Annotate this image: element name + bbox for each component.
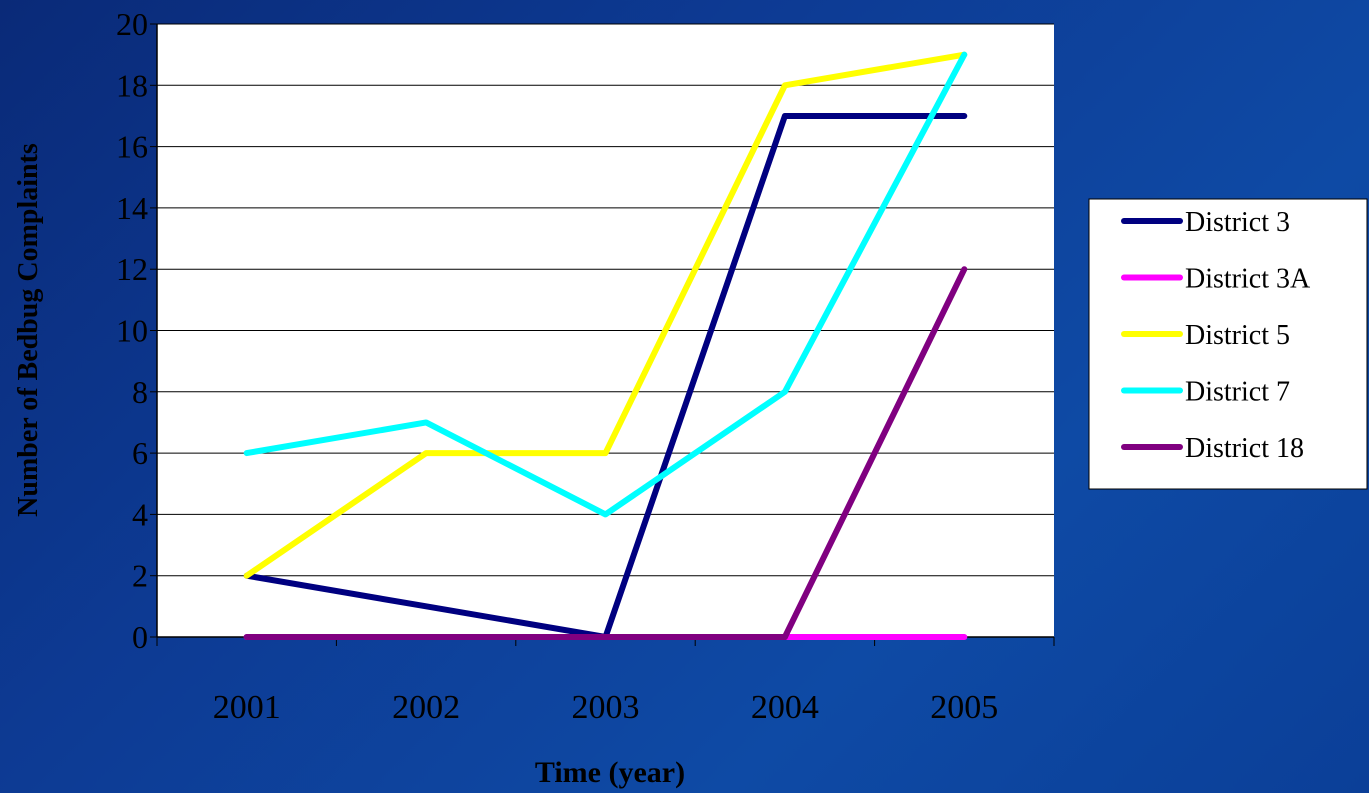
legend-label: District 3 [1185, 207, 1290, 238]
x-tick-label: 2001 [213, 689, 281, 726]
y-tick-label: 12 [116, 251, 148, 287]
y-tick-label: 18 [116, 67, 148, 103]
y-tick-label: 10 [116, 313, 148, 349]
axes: 0 2 4 6 8 10 12 14 16 18 20 2001 2002 2003 2004 2005 [116, 6, 1055, 726]
x-tick-label: 2005 [930, 689, 998, 726]
legend-box [1088, 198, 1368, 490]
legend-label: District 5 [1185, 320, 1290, 351]
y-tick-label: 0 [132, 619, 148, 655]
legend-label: District 18 [1185, 433, 1304, 464]
y-tick-label: 14 [116, 190, 148, 226]
y-tick-label: 16 [116, 129, 148, 165]
legend-label: District 7 [1185, 377, 1290, 408]
x-tick-label: 2004 [751, 689, 819, 726]
series-line-district-18 [243, 266, 968, 640]
y-tick-label: 20 [116, 6, 148, 42]
y-axis-label: Number of Bedbug Complaints [13, 143, 44, 517]
series-line-district-5 [243, 51, 968, 579]
y-tick-label: 4 [132, 496, 148, 532]
y-tick-label: 8 [132, 374, 148, 410]
x-tick-label: 2002 [392, 689, 460, 726]
y-tick-label: 6 [132, 435, 148, 471]
series-line-district-7 [243, 51, 968, 518]
x-axis-label: Time (year) [535, 756, 685, 789]
series-lines [243, 51, 968, 640]
x-tick-label: 2003 [572, 689, 640, 726]
legend: District 3 District 3A District 5 District … [1088, 198, 1368, 490]
y-tick-label: 2 [132, 558, 148, 594]
legend-label: District 3A [1185, 264, 1311, 295]
